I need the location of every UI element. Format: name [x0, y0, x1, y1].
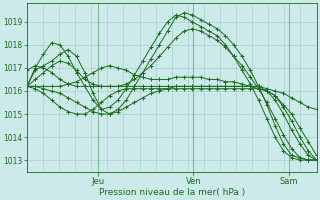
X-axis label: Pression niveau de la mer( hPa ): Pression niveau de la mer( hPa )	[99, 188, 245, 197]
